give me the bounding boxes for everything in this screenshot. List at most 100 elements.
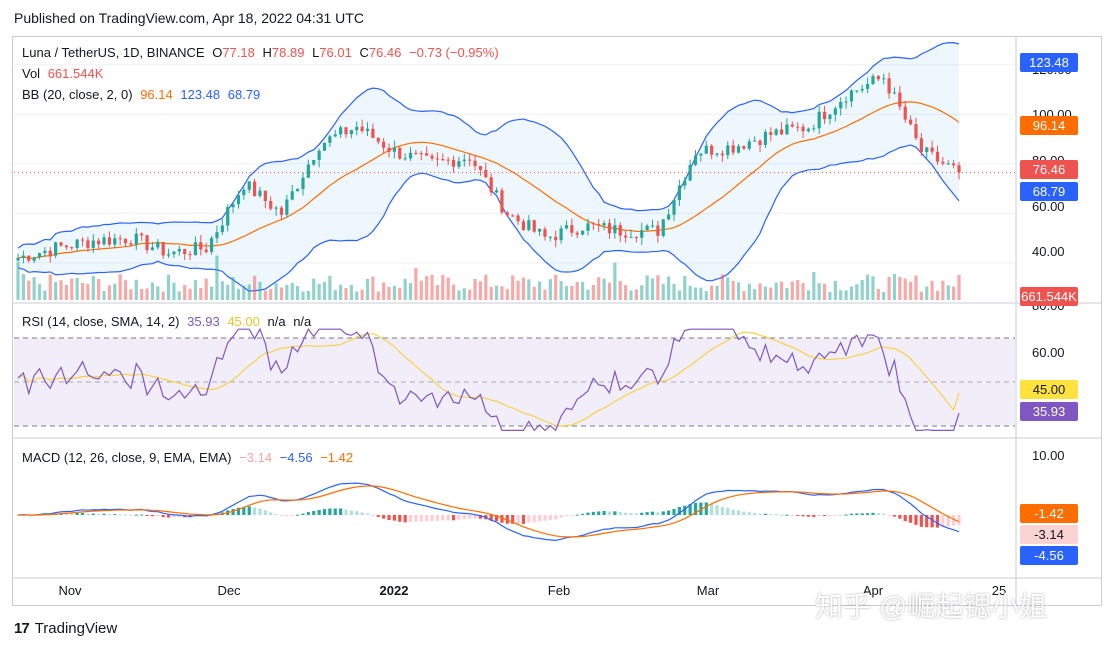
macd-histogram-bar xyxy=(882,513,886,515)
macd-histogram-bar xyxy=(527,515,531,523)
macd-histogram-bar xyxy=(365,513,370,515)
volume-bar xyxy=(736,282,741,300)
candle-body xyxy=(747,141,751,149)
volume-bar xyxy=(91,276,95,300)
macd-histogram-bar xyxy=(575,514,579,516)
candle-body xyxy=(21,255,25,259)
candle-body xyxy=(882,78,886,80)
macd-histogram-bar xyxy=(360,512,364,515)
macd-histogram-bar xyxy=(478,515,483,519)
candle-body xyxy=(833,108,837,115)
volume-bar xyxy=(575,281,579,300)
candle-body xyxy=(602,223,606,226)
volume-bar xyxy=(952,286,956,300)
candle-body xyxy=(790,124,794,127)
macd-histogram-bar xyxy=(769,514,773,516)
candle-body xyxy=(548,236,552,238)
candle-body xyxy=(145,235,149,251)
volume-bar xyxy=(468,289,472,300)
candle-body xyxy=(344,127,348,135)
candle-body xyxy=(140,233,144,236)
macd-histogram-bar xyxy=(97,513,101,515)
candle-body xyxy=(554,236,558,241)
x-label-25: 25 xyxy=(991,583,1007,598)
candle-body xyxy=(828,114,832,120)
macd-histogram-bar xyxy=(887,515,891,516)
volume-bar xyxy=(113,283,117,300)
macd-histogram-bar xyxy=(258,508,262,515)
volume-bar xyxy=(634,289,638,300)
volume-bar xyxy=(898,276,902,300)
candle-body xyxy=(161,241,165,256)
volume-bar xyxy=(865,274,870,300)
volume-bar xyxy=(441,274,445,300)
high-label: H xyxy=(262,45,272,60)
macd-histogram-bar xyxy=(349,510,353,515)
volume-bar xyxy=(290,282,294,300)
macd-histogram-bar xyxy=(301,513,305,515)
volume-bar xyxy=(446,277,450,300)
macd-histogram-bar xyxy=(898,515,902,519)
volume-bar xyxy=(812,271,816,300)
candle-body xyxy=(263,190,267,202)
candle-body xyxy=(516,215,520,222)
volume-legend: Vol 661.544K xyxy=(22,66,107,81)
candle-body xyxy=(134,233,138,245)
volume-bar xyxy=(516,280,520,300)
macd-histogram-bar xyxy=(935,515,940,528)
macd-histogram-bar xyxy=(855,513,859,515)
candle-body xyxy=(75,239,79,249)
macd-histogram-bar xyxy=(806,515,811,517)
candle-body xyxy=(231,204,235,208)
macd-histogram-bar xyxy=(263,510,267,515)
candle-body xyxy=(521,221,526,231)
macd-histogram-bar xyxy=(860,513,864,515)
candle-body xyxy=(505,212,509,216)
volume-bar xyxy=(473,278,477,300)
volume-bar xyxy=(828,291,832,300)
macd-histogram-bar xyxy=(279,515,284,516)
x-label-dec: Dec xyxy=(217,583,241,598)
candle-body xyxy=(844,101,848,103)
volume-bar xyxy=(54,282,58,300)
macd-histogram-bar xyxy=(172,515,176,518)
macd-histogram-bar xyxy=(844,514,848,516)
volume-bar xyxy=(629,290,633,300)
volume-bar xyxy=(145,288,149,300)
macd-hist-tag: -3.14 xyxy=(1020,525,1078,544)
candle-body xyxy=(123,238,128,244)
candle-body xyxy=(575,232,579,235)
candle-body xyxy=(102,237,106,245)
volume-bar xyxy=(925,286,929,300)
macd-histogram-bar xyxy=(677,506,681,515)
volume-bar xyxy=(602,278,606,300)
macd-histogram-bar xyxy=(242,506,246,515)
macd-histogram-bar xyxy=(344,509,348,515)
volume-bar xyxy=(156,286,160,300)
macd-histogram-bar xyxy=(419,515,423,522)
volume-bar xyxy=(102,291,106,300)
volume-bar xyxy=(586,289,590,300)
volume-bar xyxy=(769,287,773,300)
macd-histogram-bar xyxy=(102,513,106,515)
candle-body xyxy=(199,242,203,250)
volume-bar xyxy=(355,291,359,300)
volume-bar xyxy=(763,286,768,300)
volume-bar xyxy=(263,290,267,300)
x-label-2022: 2022 xyxy=(379,583,409,598)
volume-bar xyxy=(806,290,811,300)
candle-body xyxy=(451,159,456,167)
macd-histogram-bar xyxy=(559,515,563,518)
tradingview-footer[interactable]: 17 TradingView xyxy=(14,620,117,637)
volume-bar xyxy=(774,282,778,300)
candle-body xyxy=(296,189,300,192)
candle-body xyxy=(484,169,488,178)
volume-bar xyxy=(484,274,488,300)
macd-histogram-bar xyxy=(801,515,805,517)
candle-body xyxy=(54,242,58,256)
macd-histogram-bar xyxy=(833,515,837,516)
macd-histogram-bar xyxy=(516,515,520,524)
volume-bar xyxy=(48,274,52,300)
volume-tag: 661.544K xyxy=(1020,287,1078,306)
